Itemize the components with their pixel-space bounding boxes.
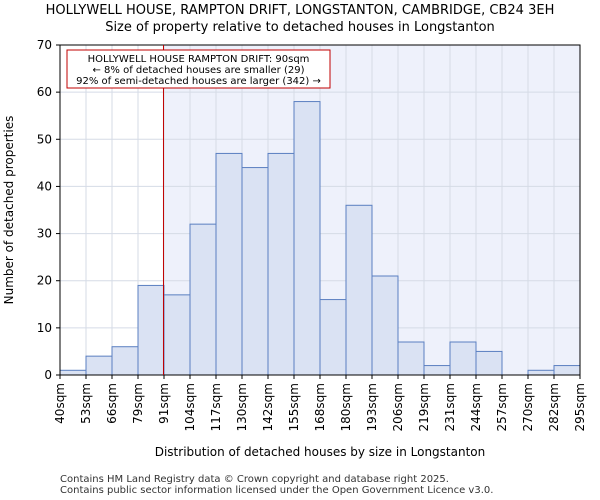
x-axis-label: Distribution of detached houses by size … <box>155 445 486 459</box>
x-tick-label: 91sqm <box>157 383 171 424</box>
x-tick-label: 142sqm <box>261 383 275 431</box>
y-tick-label: 70 <box>37 38 52 52</box>
annotation-box: HOLLYWELL HOUSE RAMPTON DRIFT: 90sqm ← 8… <box>66 49 331 89</box>
y-tick-label: 40 <box>37 179 52 193</box>
y-tick-label: 20 <box>37 274 52 288</box>
histogram-bar <box>527 369 555 376</box>
y-axis-label: Number of detached properties <box>2 116 16 305</box>
annotation-rect <box>66 49 331 89</box>
x-tick-label: 53sqm <box>79 383 93 424</box>
histogram-bar <box>397 341 425 376</box>
x-tick-label: 270sqm <box>521 383 535 431</box>
y-tick-label: 50 <box>37 132 52 146</box>
x-tick-label: 219sqm <box>417 383 431 431</box>
histogram-bar <box>111 346 139 376</box>
x-tick-label: 193sqm <box>365 383 379 431</box>
histogram-bar <box>475 350 503 376</box>
x-tick-label: 282sqm <box>547 383 561 431</box>
x-tick-label: 206sqm <box>391 383 405 431</box>
y-tick-label: 30 <box>37 227 52 241</box>
y-tick-label: 0 <box>44 368 52 382</box>
chart-title: HOLLYWELL HOUSE, RAMPTON DRIFT, LONGSTAN… <box>45 3 555 18</box>
y-tick-label: 60 <box>37 85 52 99</box>
x-tick-label: 231sqm <box>443 383 457 431</box>
histogram-bar <box>59 369 87 376</box>
x-tick-label: 180sqm <box>339 383 353 431</box>
x-tick-label: 257sqm <box>495 383 509 431</box>
histogram-bar <box>345 204 373 376</box>
x-tick-label: 295sqm <box>573 383 587 431</box>
x-tick-label: 168sqm <box>313 383 327 431</box>
x-tick-label: 104sqm <box>183 383 197 431</box>
histogram-bar <box>267 152 295 376</box>
x-tick-label: 117sqm <box>209 383 223 431</box>
x-tick-label: 79sqm <box>131 383 145 424</box>
histogram-bar <box>423 365 451 376</box>
annotation-line-1: HOLLYWELL HOUSE RAMPTON DRIFT: 90sqm <box>88 54 310 65</box>
x-tick-label: 155sqm <box>287 383 301 431</box>
x-tick-label: 130sqm <box>235 383 249 431</box>
histogram-bar <box>241 167 269 376</box>
histogram-bar <box>215 152 243 376</box>
x-tick-label: 244sqm <box>469 383 483 431</box>
footer-copyright: Contains HM Land Registry data © Crown c… <box>60 474 449 485</box>
x-tick-label: 66sqm <box>105 383 119 424</box>
histogram-bar <box>189 223 217 376</box>
histogram-bar <box>319 299 347 376</box>
histogram-bar <box>449 341 477 376</box>
x-tick-label: 40sqm <box>53 383 67 424</box>
histogram-bar <box>85 355 113 376</box>
histogram-bar <box>293 101 321 376</box>
chart-subtitle: Size of property relative to detached ho… <box>105 20 495 35</box>
footer-licence: Contains public sector information licen… <box>60 485 494 496</box>
histogram-bar <box>553 365 581 376</box>
histogram-bar <box>137 284 165 376</box>
histogram-bar <box>163 294 191 376</box>
annotation-line-2: ← 8% of detached houses are smaller (29) <box>93 65 305 76</box>
histogram-bar <box>371 275 399 376</box>
annotation-line-3: 92% of semi-detached houses are larger (… <box>76 76 321 87</box>
y-tick-label: 10 <box>37 321 52 335</box>
